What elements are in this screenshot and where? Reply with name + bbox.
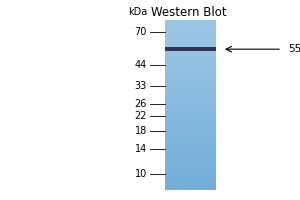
- Text: 70: 70: [135, 27, 147, 37]
- Text: 14: 14: [135, 144, 147, 154]
- Text: 18: 18: [135, 126, 147, 136]
- Text: 26: 26: [135, 99, 147, 109]
- Bar: [165, 47, 216, 51]
- Text: kDa: kDa: [128, 7, 147, 17]
- Text: 10: 10: [135, 169, 147, 179]
- Text: 22: 22: [134, 111, 147, 121]
- Text: 55kDa: 55kDa: [288, 44, 300, 54]
- Text: 33: 33: [135, 81, 147, 91]
- Text: 44: 44: [135, 60, 147, 70]
- Text: Western Blot: Western Blot: [151, 6, 227, 19]
